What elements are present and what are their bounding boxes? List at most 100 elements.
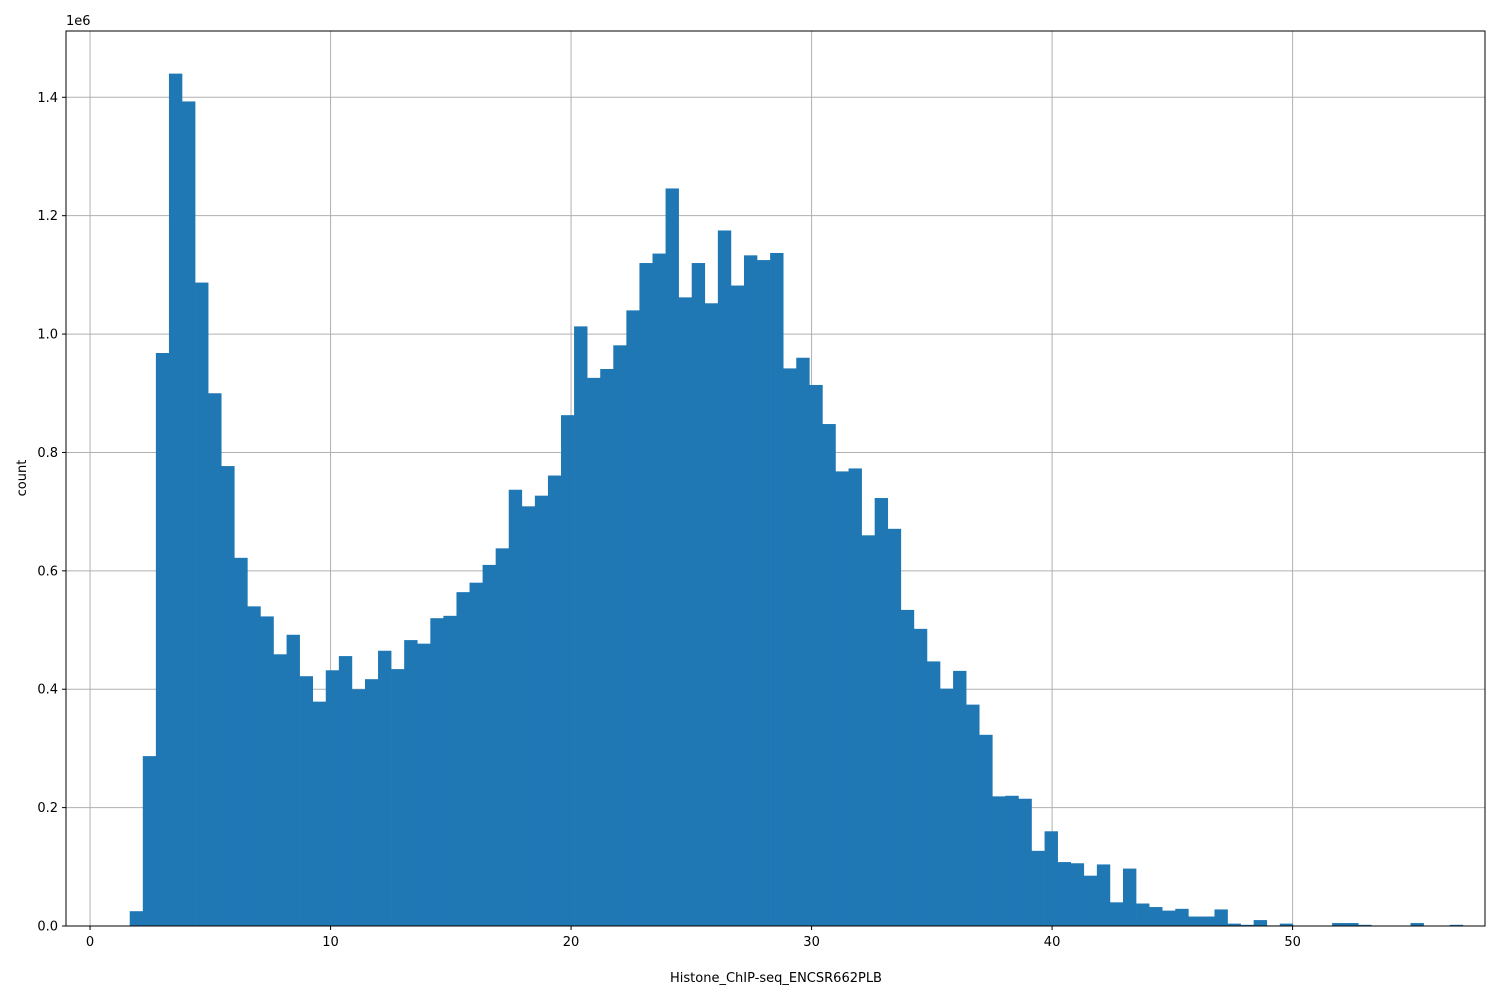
histogram-bar [966, 704, 980, 926]
histogram-bar [1345, 923, 1359, 926]
histogram-bar [430, 618, 444, 926]
histogram-bar [221, 466, 235, 926]
y-tick-label: 0.4 [37, 683, 58, 698]
histogram-bar [1018, 798, 1032, 926]
histogram-bar [1175, 908, 1189, 926]
histogram-bar [338, 656, 353, 926]
histogram-bar [822, 424, 836, 926]
y-tick-label: 0.0 [37, 920, 58, 935]
histogram-bar [1070, 863, 1085, 926]
histogram-bar [1240, 924, 1254, 926]
histogram-bar [1410, 923, 1424, 926]
histogram-bar [351, 689, 366, 926]
y-tick-label: 0.8 [37, 446, 58, 461]
histogram-bar [208, 393, 222, 926]
histogram-bar [286, 634, 300, 926]
histogram-bar [1227, 923, 1241, 926]
histogram-bar [717, 230, 732, 926]
histogram-bar [613, 345, 627, 926]
histogram-bar [992, 796, 1006, 926]
histogram-bar [926, 661, 941, 926]
histogram-bar [1122, 868, 1137, 926]
histogram-bar [508, 489, 523, 926]
histogram-bar [730, 285, 745, 927]
histogram-bar [1083, 875, 1098, 926]
histogram-bar [364, 679, 379, 926]
x-tick-label: 10 [322, 935, 339, 950]
histogram-bar [626, 310, 640, 926]
histogram-bar [378, 650, 392, 926]
x-tick-label: 20 [563, 935, 580, 950]
histogram-bar [443, 615, 457, 926]
histogram-bar [861, 535, 875, 926]
histogram-bar [600, 368, 614, 926]
histogram-bar [783, 368, 797, 927]
histogram-bar [848, 468, 862, 926]
x-tick-label: 40 [1044, 935, 1061, 950]
histogram-bar [1449, 924, 1464, 926]
histogram-bar [887, 528, 902, 926]
x-tick-label: 50 [1284, 935, 1301, 950]
histogram-bar [561, 415, 575, 926]
histogram-bar [168, 73, 183, 927]
y-tick-label: 1.4 [37, 91, 58, 106]
histogram-bar [234, 557, 248, 926]
histogram-bar [743, 255, 758, 927]
histogram-bar [770, 252, 784, 926]
y-tick-label: 0.2 [37, 801, 58, 816]
histogram-bar [639, 263, 653, 926]
histogram-bar [547, 475, 562, 926]
histogram-bar [142, 756, 157, 926]
histogram-bar [534, 495, 549, 926]
histogram-bar [835, 471, 849, 926]
plot-frame [65, 30, 1486, 927]
histogram-bar [155, 353, 170, 926]
histogram-bar [325, 670, 340, 926]
histogram-bar [1044, 831, 1058, 926]
x-axis-label: Histone_ChIP-seq_ENCSR662PLB [670, 971, 882, 986]
histogram-bar [1332, 923, 1346, 926]
histogram-bar [874, 498, 889, 926]
histogram-bar [1253, 920, 1268, 926]
histogram-bar [1188, 916, 1202, 926]
y-axis-ticks: 0.0 0.2 0.4 0.6 0.8 1.0 1.2 1.4 [37, 91, 66, 935]
histogram-bar [1201, 916, 1215, 926]
histogram-bar [1136, 903, 1150, 926]
y-axis-offset-label: 1e6 [66, 14, 91, 29]
histogram-bar [469, 582, 483, 926]
histogram-bar [260, 616, 274, 926]
histogram-bar [417, 643, 431, 926]
histogram-bar [1005, 795, 1019, 926]
histogram-bar [691, 263, 706, 926]
histogram-bar [587, 377, 601, 926]
histogram-bar [1149, 907, 1163, 926]
histogram-bar [940, 688, 954, 926]
histogram-bar [495, 548, 510, 926]
histogram-bar [1162, 910, 1176, 926]
x-tick-label: 30 [803, 935, 820, 950]
histogram-bar [678, 297, 693, 927]
histogram-bar [900, 609, 915, 926]
bars [129, 73, 1464, 927]
histogram-bar [404, 640, 418, 926]
y-tick-label: 0.6 [37, 564, 58, 579]
histogram-bar [757, 260, 771, 926]
histogram-bar [1109, 902, 1124, 926]
y-tick-label: 1.0 [37, 328, 58, 343]
histogram-bar [1096, 864, 1111, 926]
histogram-bar [299, 676, 314, 926]
x-tick-label: 0 [86, 935, 94, 950]
histogram-bar [195, 282, 209, 926]
histogram-bar [456, 592, 470, 926]
x-axis-ticks: 0 10 20 30 40 50 [86, 926, 1301, 950]
histogram-bar [273, 654, 287, 926]
histogram-bar [1279, 923, 1294, 926]
histogram-bar [652, 253, 666, 926]
histogram-bar [704, 303, 719, 927]
histogram-bar [482, 564, 496, 926]
histogram-bar [1214, 909, 1228, 926]
histogram-bar [913, 628, 928, 926]
histogram-bar [1057, 862, 1072, 926]
y-axis-label: count [15, 460, 30, 497]
histogram-bar [979, 734, 993, 926]
